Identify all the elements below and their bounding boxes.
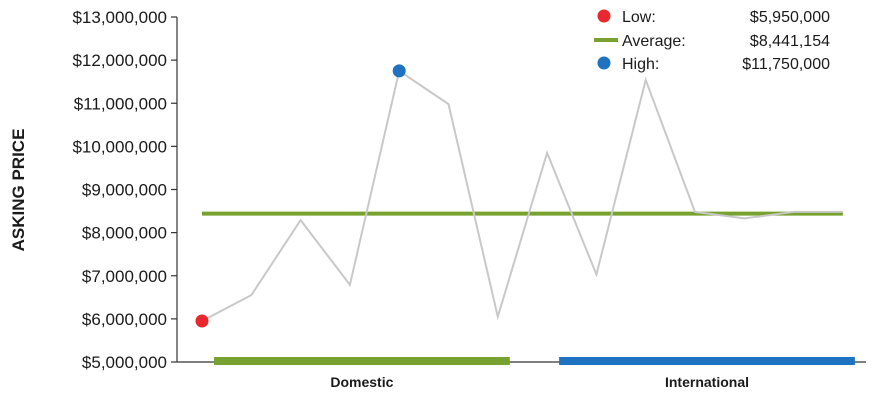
points-layer <box>195 64 406 328</box>
legend: Low: $5,950,000 Average: $8,441,154 High… <box>594 9 830 73</box>
group-label-international: International <box>665 374 749 390</box>
y-axis-label: ASKING PRICE <box>9 129 28 252</box>
y-tick-label: $6,000,000 <box>82 310 167 329</box>
group-label-domestic: Domestic <box>330 374 393 390</box>
y-tick-label: $10,000,000 <box>72 137 167 156</box>
series-layer <box>201 69 843 322</box>
y-tick-label: $11,000,000 <box>74 94 167 113</box>
asking-price-line <box>201 69 843 322</box>
high-point <box>392 64 406 78</box>
group-bar-domestic <box>214 357 510 365</box>
legend-average-value: $8,441,154 <box>750 33 830 50</box>
y-tick-label: $9,000,000 <box>82 181 167 200</box>
legend-low-marker <box>597 9 611 23</box>
y-tick-label: $13,000,000 <box>72 8 167 27</box>
y-tick-label: $8,000,000 <box>82 224 167 243</box>
group-bar-international <box>559 357 855 365</box>
y-tick-label: $7,000,000 <box>82 267 167 286</box>
legend-high-value: $11,750,000 <box>742 56 830 73</box>
legend-low-value: $5,950,000 <box>750 9 830 26</box>
legend-average-label: Average: <box>622 33 686 50</box>
legend-high-label: High: <box>622 56 659 73</box>
legend-low-label: Low: <box>622 9 656 26</box>
group-layer: Domestic International <box>214 357 855 390</box>
low-point <box>195 314 209 328</box>
y-tick-label: $12,000,000 <box>72 51 167 70</box>
legend-high-marker <box>597 56 611 70</box>
y-axis: $5,000,000 $6,000,000 $7,000,000 $8,000,000… <box>72 8 866 372</box>
y-tick-label: $5,000,000 <box>82 353 167 372</box>
